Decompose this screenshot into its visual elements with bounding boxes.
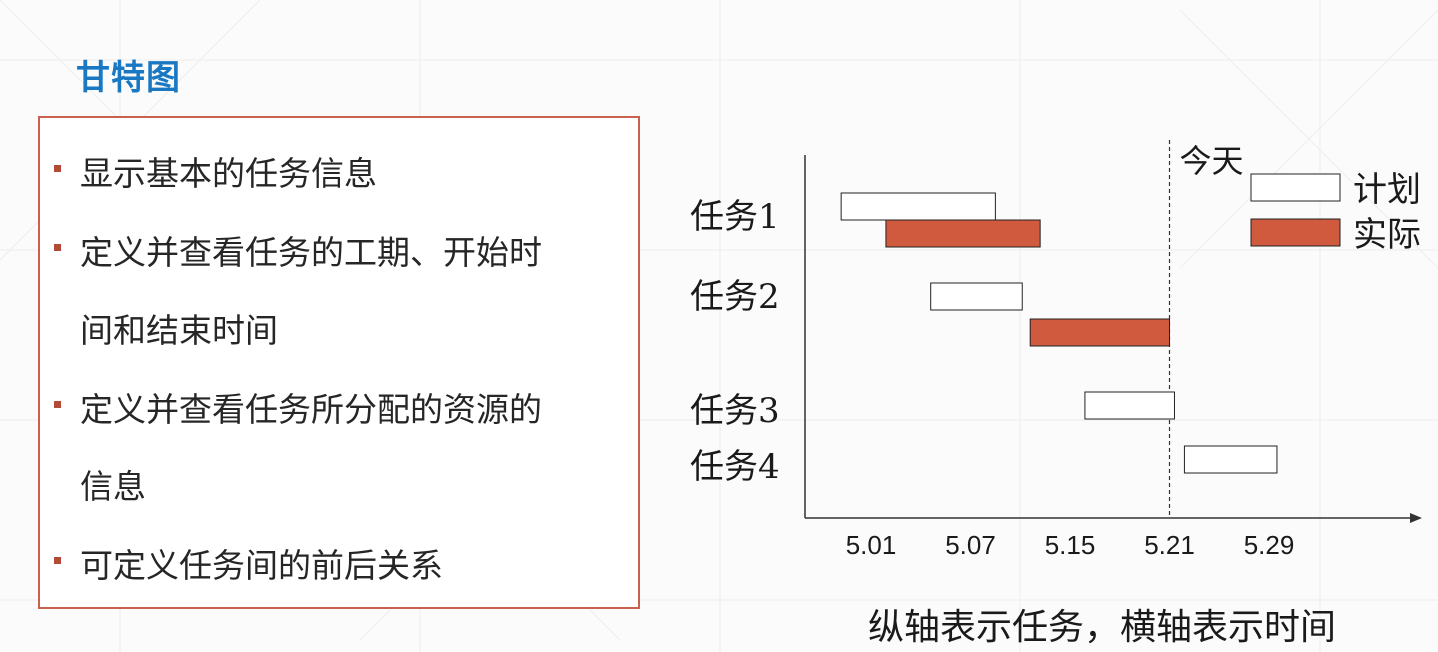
task-label: 任务2 bbox=[690, 277, 780, 317]
bullet-text-3: 定义并查看任务所分配的资源的 bbox=[80, 390, 542, 429]
x-tick-label: 5.29 bbox=[1244, 530, 1295, 560]
bullet-text-2: 定义并查看任务的工期、开始时 bbox=[80, 233, 542, 272]
legend-swatch-actual bbox=[1250, 218, 1341, 247]
x-tick-label: 5.01 bbox=[846, 530, 897, 560]
chart-caption: 纵轴表示任务，横轴表示时间 bbox=[868, 607, 1337, 648]
task-label: 任务1 bbox=[690, 197, 780, 237]
x-tick-label: 5.07 bbox=[945, 530, 996, 560]
bullet-marker bbox=[54, 244, 61, 251]
bullet-text-2-cont: 间和结束时间 bbox=[80, 311, 278, 350]
x-tick-label: 5.21 bbox=[1144, 530, 1195, 560]
plan-bar bbox=[1084, 391, 1175, 420]
bullet-marker bbox=[54, 557, 61, 564]
plan-bar bbox=[1183, 445, 1278, 474]
bullet-text-1: 显示基本的任务信息 bbox=[80, 154, 377, 193]
plan-bar bbox=[840, 192, 996, 221]
actual-bar bbox=[885, 219, 1041, 248]
bullet-text-4: 可定义任务间的前后关系 bbox=[80, 546, 443, 585]
plan-bar bbox=[930, 282, 1023, 311]
today-label: 今天 bbox=[1180, 142, 1244, 180]
actual-bar bbox=[1029, 318, 1171, 347]
legend-label: 计划 bbox=[1353, 170, 1421, 210]
task-label: 任务3 bbox=[690, 391, 780, 431]
x-axis-arrow bbox=[1410, 513, 1422, 523]
legend-swatch-plan bbox=[1250, 173, 1341, 202]
bullet-marker bbox=[54, 401, 61, 408]
legend-label: 实际 bbox=[1353, 215, 1421, 255]
bullet-box bbox=[38, 116, 640, 609]
bullet-text-3-cont: 信息 bbox=[80, 467, 146, 506]
x-tick-label: 5.15 bbox=[1045, 530, 1096, 560]
slide-title: 甘特图 bbox=[76, 58, 181, 98]
bullet-marker bbox=[54, 165, 61, 172]
task-label: 任务4 bbox=[690, 447, 780, 487]
